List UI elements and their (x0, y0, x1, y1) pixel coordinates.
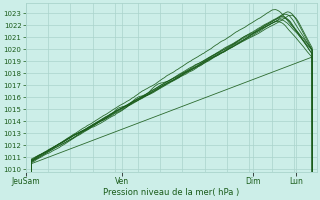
X-axis label: Pression niveau de la mer( hPa ): Pression niveau de la mer( hPa ) (103, 188, 239, 197)
